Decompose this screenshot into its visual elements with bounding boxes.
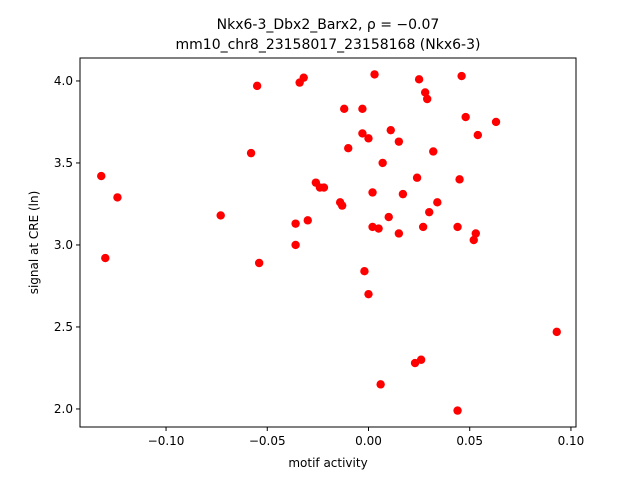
y-tick-label: 3.0 (54, 238, 73, 252)
axes-frame (79, 57, 577, 428)
data-point-54 (552, 327, 561, 337)
data-point-25 (368, 188, 377, 197)
data-point-46 (453, 222, 462, 232)
y-tick-label: 2.5 (54, 320, 73, 334)
data-point-36 (412, 173, 422, 182)
data-points (97, 70, 561, 415)
data-point-45 (453, 406, 462, 415)
data-point-11 (303, 216, 312, 225)
data-point-30 (384, 212, 393, 222)
x-axis-label: motif activity (288, 456, 367, 470)
data-point-14 (319, 183, 329, 192)
data-point-48 (457, 71, 466, 81)
y-axis-label: signal at CRE (ln) (27, 191, 41, 295)
plot-area (79, 57, 577, 428)
data-point-38 (416, 355, 426, 364)
y-tick-label: 3.5 (54, 156, 73, 170)
data-point-3 (216, 211, 225, 220)
data-point-21 (360, 267, 369, 276)
data-point-6 (254, 258, 264, 268)
data-point-49 (461, 112, 470, 122)
data-point-18 (344, 144, 353, 153)
data-point-47 (455, 175, 464, 184)
data-point-2 (113, 193, 122, 202)
data-point-37 (414, 75, 424, 84)
data-point-44 (433, 198, 442, 207)
data-point-10 (299, 73, 308, 82)
data-point-51 (471, 229, 480, 238)
y-tick-label: 4.0 (54, 74, 73, 88)
data-point-0 (97, 171, 106, 181)
data-point-4 (246, 148, 256, 158)
data-point-41 (423, 94, 432, 104)
x-tick-label: −0.05 (249, 434, 286, 448)
data-point-23 (364, 134, 373, 143)
data-point-33 (394, 137, 404, 146)
data-point-28 (376, 380, 385, 389)
data-point-26 (370, 70, 379, 79)
data-point-1 (101, 253, 110, 263)
data-point-31 (386, 125, 395, 135)
data-point-39 (418, 222, 428, 232)
data-point-42 (425, 207, 434, 217)
data-point-19 (358, 104, 367, 114)
data-point-53 (491, 117, 501, 127)
data-point-20 (358, 129, 367, 138)
chart-title-line1: Nkx6-3_Dbx2_Barx2, ρ = −0.07 (217, 17, 440, 33)
data-point-17 (340, 104, 349, 114)
x-axis-ticks: −0.10 −0.05 0.00 0.05 0.10 (148, 427, 585, 448)
data-point-5 (252, 81, 262, 91)
data-point-22 (364, 289, 373, 299)
x-tick-label: 0.05 (456, 434, 483, 448)
chart-title-line2: mm10_chr8_23158017_23158168 (Nkx6-3) (176, 37, 481, 53)
data-point-50 (469, 235, 478, 245)
data-point-27 (374, 224, 383, 233)
x-tick-label: −0.10 (148, 434, 185, 448)
data-point-8 (291, 240, 300, 250)
data-point-32 (394, 229, 404, 238)
data-point-29 (378, 158, 387, 168)
x-tick-label: 0.10 (558, 434, 585, 448)
data-point-16 (337, 201, 347, 210)
y-axis-ticks: 2.0 2.5 3.0 3.5 4.0 (54, 74, 80, 416)
y-tick-label: 2.0 (54, 402, 73, 416)
data-point-7 (291, 219, 300, 228)
data-point-43 (429, 147, 438, 156)
x-tick-label: 0.00 (355, 434, 382, 448)
data-point-52 (473, 130, 483, 140)
data-point-40 (420, 88, 430, 97)
data-point-34 (398, 189, 408, 199)
